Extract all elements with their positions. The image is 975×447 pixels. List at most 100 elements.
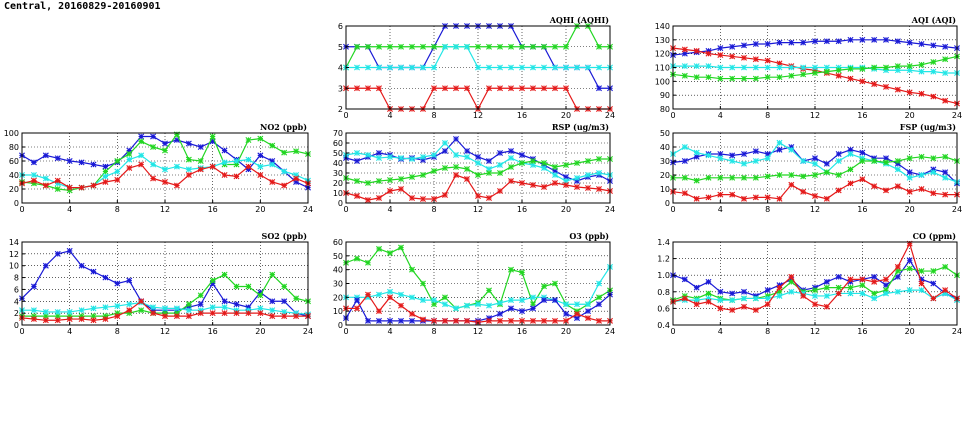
data-point-green bbox=[847, 65, 854, 72]
x-tick-label: 4 bbox=[387, 111, 392, 120]
y-tick-label: 40 bbox=[660, 143, 670, 152]
y-tick-label: 30 bbox=[333, 169, 343, 178]
data-point-blue bbox=[574, 315, 580, 322]
data-point-blue bbox=[596, 85, 602, 92]
data-point-red bbox=[376, 308, 382, 315]
data-point-blue bbox=[729, 152, 736, 159]
data-point-green bbox=[66, 313, 73, 320]
x-tick-label: 4 bbox=[718, 327, 723, 336]
data-point-green bbox=[552, 280, 558, 287]
data-point-blue bbox=[420, 157, 426, 163]
data-point-green bbox=[942, 263, 949, 270]
x-tick-label: 0 bbox=[343, 205, 348, 214]
data-point-green bbox=[126, 310, 133, 317]
data-point-cyan bbox=[942, 70, 949, 77]
data-point-green bbox=[269, 271, 276, 278]
data-point-green bbox=[245, 137, 252, 143]
data-point-cyan bbox=[942, 290, 949, 297]
data-point-green bbox=[942, 153, 949, 160]
data-point-red bbox=[78, 184, 85, 191]
x-tick-label: 12 bbox=[473, 111, 483, 120]
data-point-blue bbox=[717, 151, 724, 157]
data-point-red bbox=[859, 176, 866, 183]
data-point-cyan bbox=[354, 294, 360, 301]
data-point-blue bbox=[705, 278, 712, 285]
data-point-blue bbox=[387, 317, 393, 324]
data-point-red bbox=[197, 310, 204, 317]
data-point-red bbox=[800, 188, 807, 195]
data-point-blue bbox=[930, 166, 937, 173]
data-point-cyan bbox=[788, 146, 795, 153]
data-point-green bbox=[486, 43, 492, 50]
data-point-green bbox=[431, 301, 437, 308]
data-point-blue bbox=[729, 43, 736, 50]
x-tick-label: 24 bbox=[952, 327, 962, 336]
data-point-blue bbox=[197, 144, 204, 150]
data-point-cyan bbox=[173, 305, 180, 312]
y-tick-label: 40 bbox=[9, 171, 19, 180]
series-line-red bbox=[672, 242, 958, 311]
y-tick-label: 6 bbox=[338, 22, 343, 31]
data-point-cyan bbox=[365, 64, 371, 71]
data-point-red bbox=[871, 183, 878, 190]
data-point-red bbox=[464, 176, 470, 182]
data-point-green bbox=[563, 43, 569, 50]
data-point-red bbox=[453, 172, 459, 178]
data-point-red bbox=[269, 313, 276, 320]
data-point-cyan bbox=[233, 158, 240, 164]
data-point-cyan bbox=[812, 160, 818, 167]
data-point-red bbox=[420, 196, 426, 202]
data-point-cyan bbox=[453, 305, 459, 312]
data-point-cyan bbox=[420, 297, 426, 304]
y-tick-label: 0 bbox=[665, 199, 670, 208]
y-tick-label: 6 bbox=[14, 285, 19, 294]
data-point-cyan bbox=[376, 64, 382, 71]
data-point-red bbox=[729, 191, 736, 198]
data-point-green bbox=[563, 162, 569, 168]
data-point-cyan bbox=[717, 64, 724, 71]
data-point-cyan bbox=[717, 155, 724, 162]
data-point-blue bbox=[42, 152, 49, 159]
x-tick-label: 16 bbox=[208, 327, 218, 336]
chart-title: SO2 (ppb) bbox=[262, 231, 308, 241]
data-point-red bbox=[812, 193, 818, 199]
data-point-green bbox=[717, 75, 724, 82]
y-tick-label: 4 bbox=[338, 64, 343, 73]
data-point-green bbox=[681, 174, 688, 181]
data-point-cyan bbox=[102, 304, 109, 311]
data-point-red bbox=[354, 305, 360, 312]
data-point-red bbox=[541, 85, 547, 92]
data-point-blue bbox=[475, 154, 481, 160]
data-point-cyan bbox=[409, 294, 415, 301]
data-point-green bbox=[519, 160, 525, 166]
data-point-red bbox=[54, 177, 61, 184]
y-tick-label: 60 bbox=[9, 157, 19, 166]
y-tick-label: 12 bbox=[9, 250, 19, 259]
data-point-red bbox=[387, 188, 393, 194]
data-point-blue bbox=[563, 174, 569, 180]
data-point-blue bbox=[693, 153, 700, 160]
data-point-blue bbox=[930, 42, 937, 49]
data-point-red bbox=[185, 172, 192, 178]
x-tick-label: 12 bbox=[810, 111, 820, 120]
chart-fsp: 0 4 8 12 16 20 24 0 10 20 30 40 50 FSP (ug/m3) bbox=[660, 122, 962, 214]
data-point-red bbox=[365, 197, 371, 203]
data-point-cyan bbox=[126, 156, 133, 163]
data-point-blue bbox=[563, 310, 569, 317]
data-point-blue bbox=[717, 288, 724, 295]
data-point-blue bbox=[257, 152, 264, 159]
data-point-red bbox=[596, 317, 602, 324]
data-point-red bbox=[894, 263, 901, 270]
series-line-cyan bbox=[346, 46, 610, 69]
data-point-red bbox=[138, 298, 145, 305]
data-point-cyan bbox=[776, 139, 783, 146]
data-point-cyan bbox=[464, 302, 470, 309]
data-point-cyan bbox=[376, 155, 382, 161]
data-point-cyan bbox=[497, 64, 503, 71]
data-point-blue bbox=[530, 305, 536, 312]
data-point-green bbox=[475, 43, 481, 50]
data-point-red bbox=[906, 188, 913, 195]
data-point-green bbox=[365, 180, 371, 186]
data-point-cyan bbox=[376, 291, 382, 298]
